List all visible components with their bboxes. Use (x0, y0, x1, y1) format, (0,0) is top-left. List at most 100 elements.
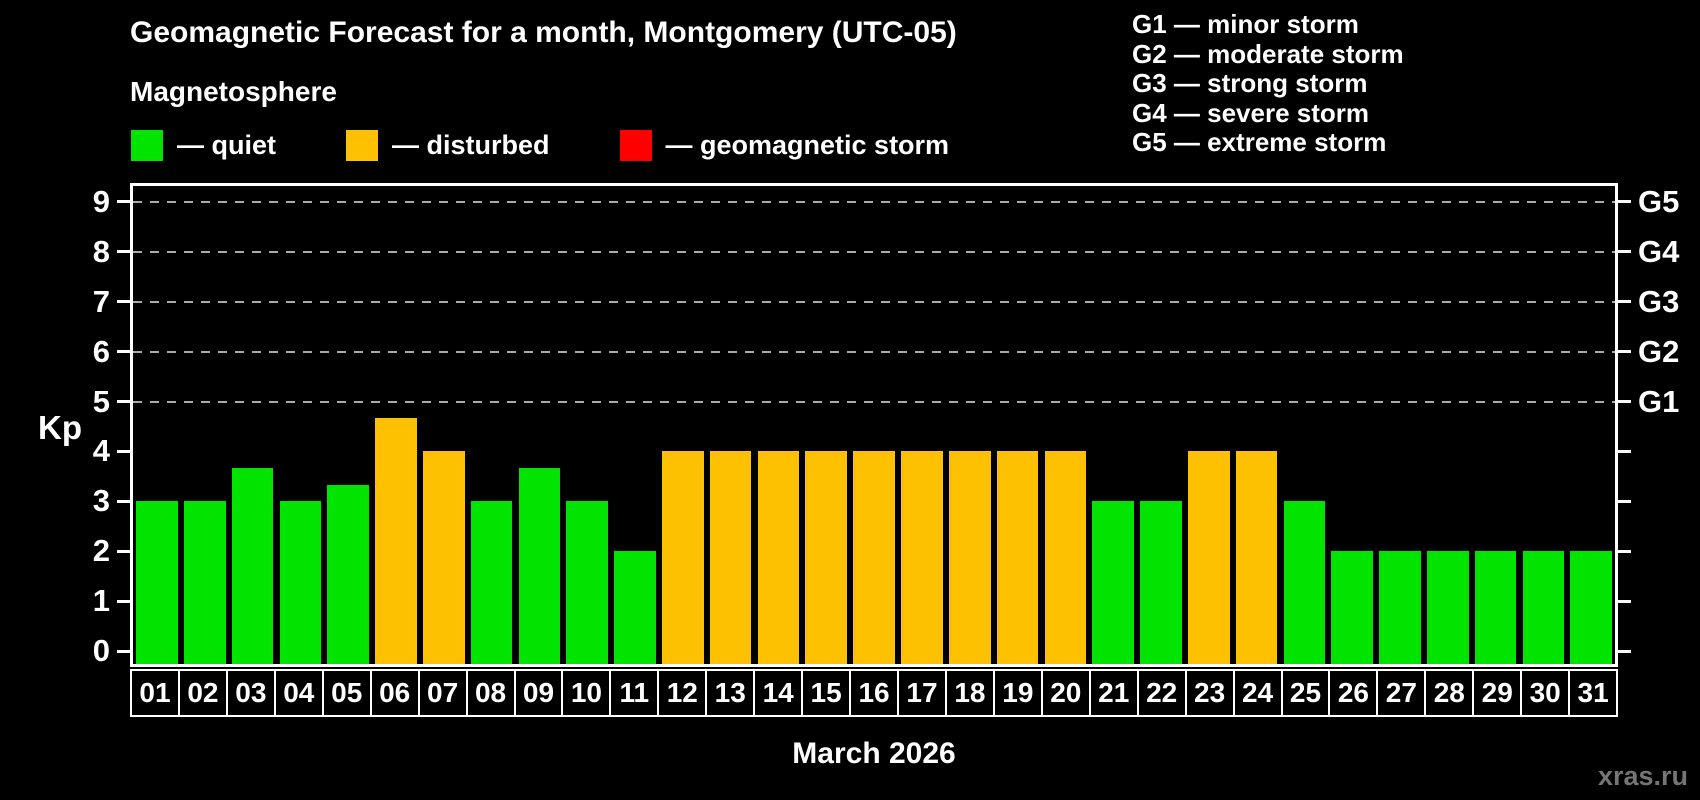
bar-slot-03 (229, 186, 277, 664)
y-axis-label-6: 6 (92, 333, 110, 369)
bar-day-04 (279, 501, 322, 664)
left-axis-tick-9 (117, 200, 130, 204)
storm-scale-legend: G1 — minor storm G2 — moderate storm G3 — … (1132, 9, 1404, 158)
y-axis-label-9: 9 (92, 183, 110, 219)
left-axis-tick-4 (117, 449, 130, 453)
bar-slot-30 (1520, 186, 1568, 664)
bar-slot-28 (1424, 186, 1472, 664)
bar-day-15 (805, 451, 848, 664)
storm-scale-line-4: G4 — severe storm (1132, 97, 1370, 128)
bar-day-29 (1474, 551, 1517, 664)
bar-slot-29 (1472, 186, 1520, 664)
right-axis-tick-5 (1618, 400, 1631, 404)
gridline-kp-6 (133, 350, 1615, 353)
bar-day-28 (1427, 551, 1469, 664)
day-cell-30: 30 (1520, 669, 1571, 717)
left-axis-tick-1 (117, 599, 130, 603)
legend-swatch-quiet (131, 130, 163, 161)
day-axis-row: 01 02 03 04 05 06 07 08 09 10 11 12 13 14 15 16 17 18 19 20… (130, 669, 1619, 717)
legend-item-storm: — geomagnetic storm (619, 130, 950, 161)
day-cell-20: 20 (1040, 669, 1091, 717)
g-scale-label-G4: G4 (1638, 233, 1680, 269)
x-axis-title: March 2026 (792, 737, 956, 770)
day-cell-02: 02 (177, 669, 228, 717)
bar-slot-22 (1137, 186, 1185, 664)
day-cell-05: 05 (321, 669, 372, 717)
bar-slot-20 (1041, 186, 1089, 664)
day-cell-24: 24 (1232, 669, 1283, 717)
bar-slot-15 (802, 186, 850, 664)
y-axis-label-5: 5 (92, 383, 110, 419)
bar-slot-13 (707, 186, 755, 664)
gridline-kp-7 (133, 300, 1615, 303)
legend-label-storm: — geomagnetic storm (665, 130, 950, 160)
magnetosphere-label: Magnetosphere (130, 76, 337, 107)
day-cell-04: 04 (273, 669, 324, 717)
bar-day-20 (1044, 451, 1087, 664)
day-cell-16: 16 (849, 669, 899, 717)
bar-slot-27 (1376, 186, 1424, 664)
bar-slot-07 (420, 186, 468, 664)
bar-day-09 (518, 467, 561, 664)
legend-swatch-storm (619, 130, 652, 161)
bar-slot-08 (468, 186, 516, 664)
g-scale-label-G2: G2 (1638, 333, 1680, 369)
storm-scale-line-5: G5 — extreme storm (1132, 127, 1387, 157)
day-cell-13: 13 (705, 669, 756, 717)
left-axis-tick-3 (117, 499, 130, 503)
bar-day-17 (901, 451, 943, 664)
bar-slot-10 (563, 186, 611, 664)
right-axis-tick-8 (1618, 250, 1631, 254)
y-axis-label-4: 4 (92, 433, 110, 469)
bar-slot-14 (755, 186, 803, 664)
right-axis-tick-1 (1618, 599, 1631, 603)
gridline-kp-8 (133, 250, 1615, 253)
bar-day-11 (614, 551, 656, 664)
bar-day-13 (709, 451, 752, 664)
chart-title: Geomagnetic Forecast for a month, Montgo… (130, 16, 957, 49)
gridline-kp-9 (133, 200, 1615, 203)
day-cell-17: 17 (897, 669, 947, 717)
bar-day-18 (948, 451, 991, 664)
bar-day-19 (996, 451, 1039, 664)
bar-day-14 (757, 451, 800, 664)
bar-slot-16 (850, 186, 898, 664)
right-axis-tick-6 (1618, 350, 1631, 354)
y-axis-label-7: 7 (92, 283, 110, 319)
g-scale-label-G3: G3 (1638, 283, 1680, 319)
bar-day-12 (662, 451, 704, 664)
bar-day-10 (566, 501, 609, 664)
watermark: xras.ru (1597, 761, 1688, 791)
day-cell-19: 19 (992, 669, 1043, 717)
bar-slot-19 (994, 186, 1042, 664)
bar-slot-12 (659, 186, 707, 664)
bar-slot-04 (276, 186, 324, 664)
bars-container (133, 186, 1615, 664)
day-cell-18: 18 (944, 669, 995, 717)
bar-slot-23 (1185, 186, 1233, 664)
bar-day-16 (853, 451, 895, 664)
day-cell-06: 06 (369, 669, 420, 717)
left-axis-tick-5 (117, 400, 130, 404)
bar-slot-09 (516, 186, 564, 664)
bar-day-30 (1522, 551, 1565, 664)
bar-day-21 (1092, 501, 1134, 664)
bar-slot-25 (1281, 186, 1329, 664)
y-axis-label-2: 2 (92, 533, 110, 569)
day-cell-26: 26 (1328, 669, 1379, 717)
right-axis-tick-9 (1618, 200, 1631, 204)
left-axis-tick-6 (117, 350, 130, 354)
bar-day-25 (1283, 501, 1326, 664)
bar-day-23 (1187, 451, 1230, 664)
bar-slot-17 (898, 186, 946, 664)
day-cell-07: 07 (417, 669, 468, 717)
legend-item-disturbed: — disturbed (346, 130, 550, 161)
day-cell-11: 11 (609, 669, 660, 717)
bar-day-05 (327, 484, 369, 664)
legend-item-quiet: — quiet (131, 130, 276, 161)
legend-label-quiet: — quiet (177, 130, 276, 160)
left-axis-tick-8 (117, 250, 130, 254)
bar-day-08 (470, 501, 513, 664)
day-cell-22: 22 (1136, 669, 1187, 717)
storm-scale-line-1: G1 — minor storm (1132, 9, 1359, 39)
